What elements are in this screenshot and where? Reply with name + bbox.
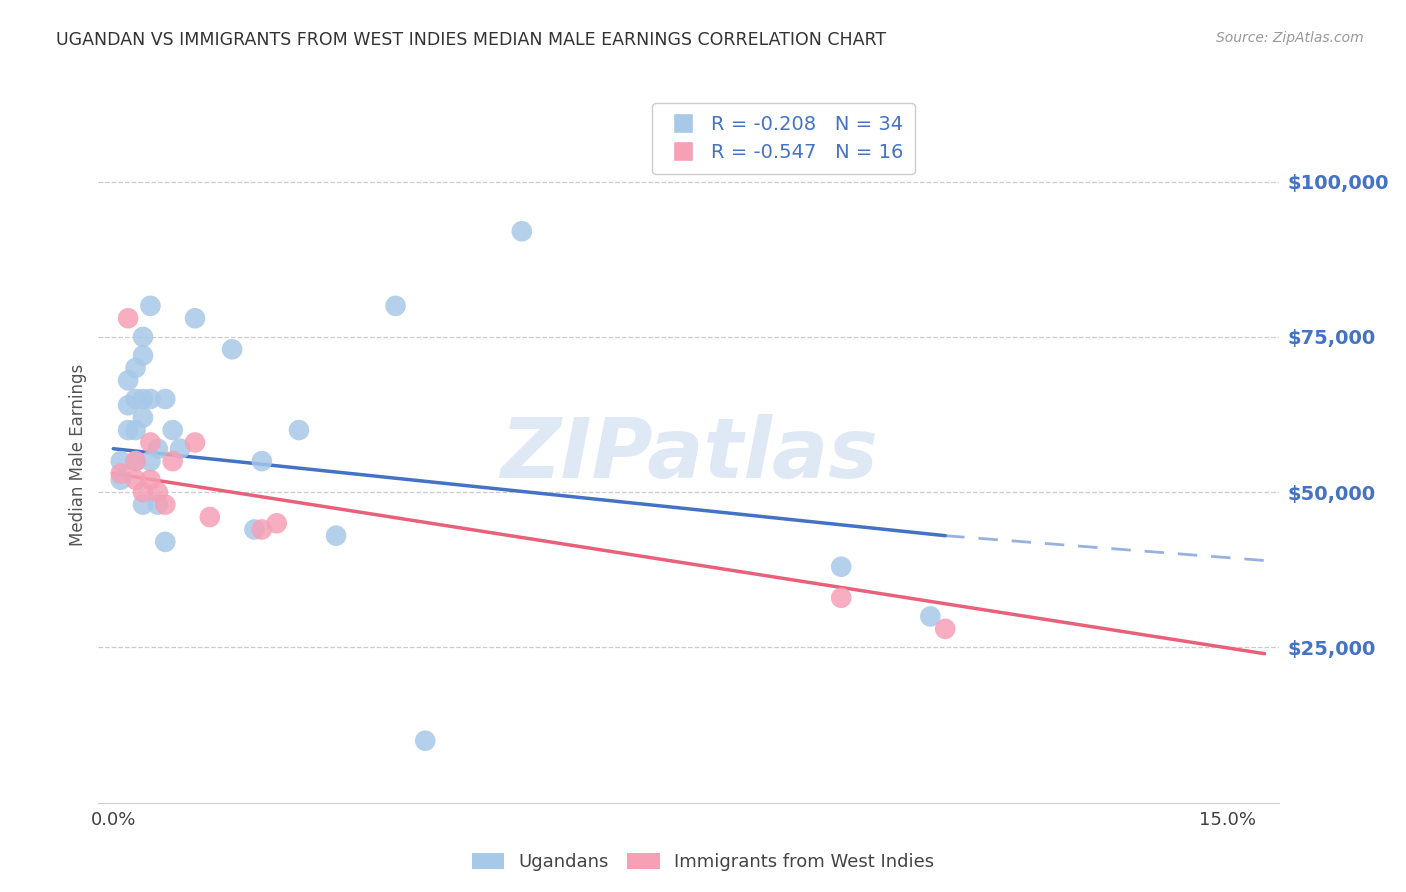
Point	[288, 423, 311, 437]
Point	[132, 392, 155, 406]
Point	[934, 622, 956, 636]
Point	[124, 423, 146, 437]
Point	[830, 559, 852, 574]
Point	[132, 349, 155, 363]
Point	[117, 423, 139, 437]
Point	[132, 485, 155, 500]
Y-axis label: Median Male Earnings: Median Male Earnings	[69, 364, 87, 546]
Point	[243, 523, 266, 537]
Point	[117, 373, 139, 387]
Point	[250, 454, 273, 468]
Point	[146, 485, 169, 500]
Point	[146, 442, 169, 456]
Point	[413, 733, 436, 747]
Point	[110, 454, 132, 468]
Point	[139, 454, 162, 468]
Point	[110, 467, 132, 481]
Point	[139, 435, 162, 450]
Point	[221, 343, 243, 357]
Point	[124, 392, 146, 406]
Point	[139, 392, 162, 406]
Point	[198, 510, 221, 524]
Point	[124, 360, 146, 375]
Point	[146, 498, 169, 512]
Point	[155, 498, 177, 512]
Point	[124, 454, 146, 468]
Point	[830, 591, 852, 605]
Point	[124, 454, 146, 468]
Point	[132, 410, 155, 425]
Point	[510, 224, 533, 238]
Text: ZIPatlas: ZIPatlas	[501, 415, 877, 495]
Text: UGANDAN VS IMMIGRANTS FROM WEST INDIES MEDIAN MALE EARNINGS CORRELATION CHART: UGANDAN VS IMMIGRANTS FROM WEST INDIES M…	[56, 31, 886, 49]
Point	[184, 311, 207, 326]
Legend: Ugandans, Immigrants from West Indies: Ugandans, Immigrants from West Indies	[464, 846, 942, 879]
Point	[155, 392, 177, 406]
Point	[266, 516, 288, 531]
Point	[139, 299, 162, 313]
Point	[117, 311, 139, 326]
Legend: R = -0.208   N = 34, R = -0.547   N = 16: R = -0.208 N = 34, R = -0.547 N = 16	[652, 103, 915, 174]
Point	[155, 534, 177, 549]
Point	[132, 498, 155, 512]
Text: Source: ZipAtlas.com: Source: ZipAtlas.com	[1216, 31, 1364, 45]
Point	[124, 473, 146, 487]
Point	[117, 398, 139, 412]
Point	[162, 454, 184, 468]
Point	[162, 423, 184, 437]
Point	[250, 523, 273, 537]
Point	[384, 299, 406, 313]
Point	[110, 473, 132, 487]
Point	[132, 330, 155, 344]
Point	[325, 529, 347, 543]
Point	[169, 442, 191, 456]
Point	[184, 435, 207, 450]
Point	[920, 609, 942, 624]
Point	[139, 473, 162, 487]
